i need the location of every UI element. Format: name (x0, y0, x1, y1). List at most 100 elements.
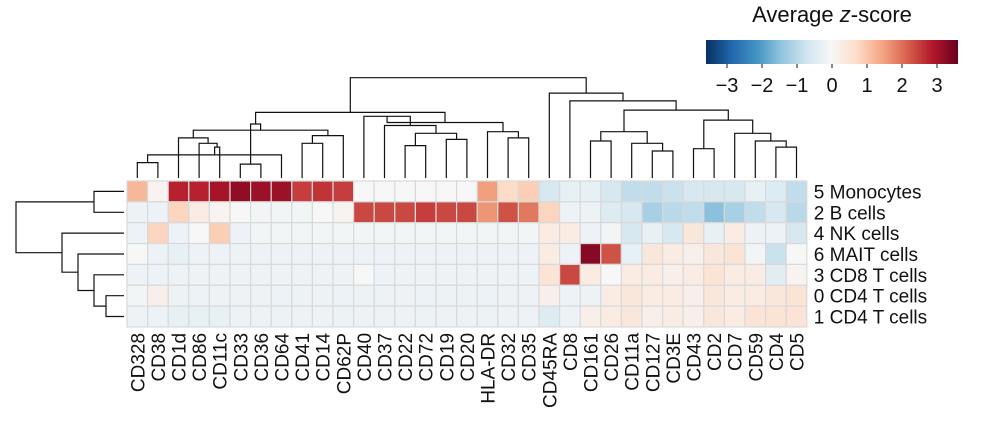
column-label: CD43 (685, 333, 706, 382)
heatmap-cell (538, 305, 561, 328)
heatmap-cell (558, 263, 581, 286)
heatmap-cell (456, 242, 478, 266)
heatmap-cell (764, 201, 787, 224)
heatmap-cell (600, 201, 622, 224)
heatmap-cell (703, 305, 725, 328)
colorbar-gradient (706, 40, 958, 64)
dendrogram-link (214, 146, 221, 178)
colorbar-tick-label: −1 (786, 75, 809, 97)
heatmap-cell (229, 222, 252, 245)
heatmap-cell (785, 222, 808, 245)
column-label: CD20 (458, 333, 479, 382)
column-label: CD22 (396, 333, 417, 382)
column-label: CD2 (705, 333, 726, 371)
row-label: 6 MAIT cells (814, 245, 918, 266)
heatmap-cell (661, 201, 684, 224)
heatmap-cell (641, 263, 664, 286)
heatmap-cell (435, 263, 458, 286)
heatmap-cell (744, 201, 767, 224)
heatmap-cell (373, 222, 396, 245)
heatmap-cell (744, 305, 767, 328)
heatmap-cell (332, 180, 355, 203)
heatmap-cell (208, 201, 231, 224)
heatmap-cell (188, 263, 211, 286)
heatmap-cell (682, 284, 705, 307)
heatmap-cell (785, 180, 808, 203)
dendrogram-link (349, 77, 587, 113)
heatmap-cell (270, 263, 293, 286)
heatmap-cell (476, 284, 499, 307)
heatmap-cell (332, 242, 355, 266)
row-label: 4 NK cells (814, 224, 900, 245)
heatmap-cell (270, 305, 293, 328)
heatmap-cell (147, 222, 169, 245)
heatmap-cell (208, 263, 231, 286)
heatmap-cell (579, 180, 602, 203)
heatmap-cell (373, 263, 396, 286)
heatmap-cell (188, 242, 211, 266)
heatmap-cell (311, 222, 334, 245)
heatmap-cell (270, 201, 293, 224)
heatmap-cell (147, 180, 169, 203)
heatmap-cell (579, 201, 602, 224)
heatmap-cell (600, 242, 622, 266)
dendrogram-link (15, 201, 94, 254)
heatmap-cell (600, 222, 622, 245)
heatmap-cell (558, 284, 581, 307)
heatmap-cell (517, 180, 540, 203)
heatmap-cell (703, 201, 725, 224)
heatmap-cell (126, 180, 149, 203)
column-label: CD45RA (540, 333, 561, 408)
heatmap-cell (456, 222, 478, 245)
heatmap-cell (703, 222, 725, 245)
heatmap-cell (682, 305, 705, 328)
heatmap-cell (435, 284, 458, 307)
dendrogram-link (548, 92, 624, 178)
heatmap-cell (661, 284, 684, 307)
heatmap-cell (538, 222, 561, 245)
heatmap-cell (558, 201, 581, 224)
heatmap-cell (744, 284, 767, 307)
heatmap-cell (188, 284, 211, 307)
heatmap-cell (291, 263, 313, 286)
heatmap-cell (188, 201, 211, 224)
heatmap-cell (682, 201, 705, 224)
heatmap-cell (641, 180, 664, 203)
heatmap-cell (291, 222, 313, 245)
heatmap-cell (394, 222, 416, 245)
heatmap-cell (414, 180, 437, 203)
heatmap-cell (641, 242, 664, 266)
heatmap-cell (558, 305, 581, 328)
heatmap-cell (394, 201, 416, 224)
dendrogram-link (569, 100, 677, 178)
heatmap-cell (229, 180, 252, 203)
column-label: CD40 (355, 333, 376, 382)
heatmap-cell (723, 263, 746, 286)
column-label: CD11a (623, 333, 644, 391)
heatmap-cell (600, 180, 622, 203)
heatmap-cell (682, 222, 705, 245)
heatmap-cell (126, 284, 149, 307)
heatmap-cell (229, 305, 252, 328)
heatmap-cell (414, 305, 437, 328)
dendrogram-link (775, 146, 798, 178)
heatmap-cell (250, 263, 272, 286)
heatmap-cell (147, 201, 169, 224)
heatmap-cell (682, 242, 705, 266)
heatmap-cell (229, 263, 252, 286)
heatmap-cell (517, 201, 540, 224)
heatmap-cell (538, 180, 561, 203)
heatmap-cell (270, 284, 293, 307)
heatmap-cell (291, 305, 313, 328)
heatmap-cell (703, 284, 725, 307)
dendrogram-link (486, 131, 519, 178)
colorbar: Average z-score −3 −2 −1 0 1 2 3 (706, 2, 958, 97)
heatmap-cell (353, 201, 375, 224)
heatmap-cell (682, 180, 705, 203)
heatmap-cell (744, 180, 767, 203)
heatmap-cell (291, 284, 313, 307)
heatmap-cell (456, 180, 478, 203)
column-label: CD41 (293, 333, 314, 382)
column-label: CD72 (417, 333, 438, 382)
